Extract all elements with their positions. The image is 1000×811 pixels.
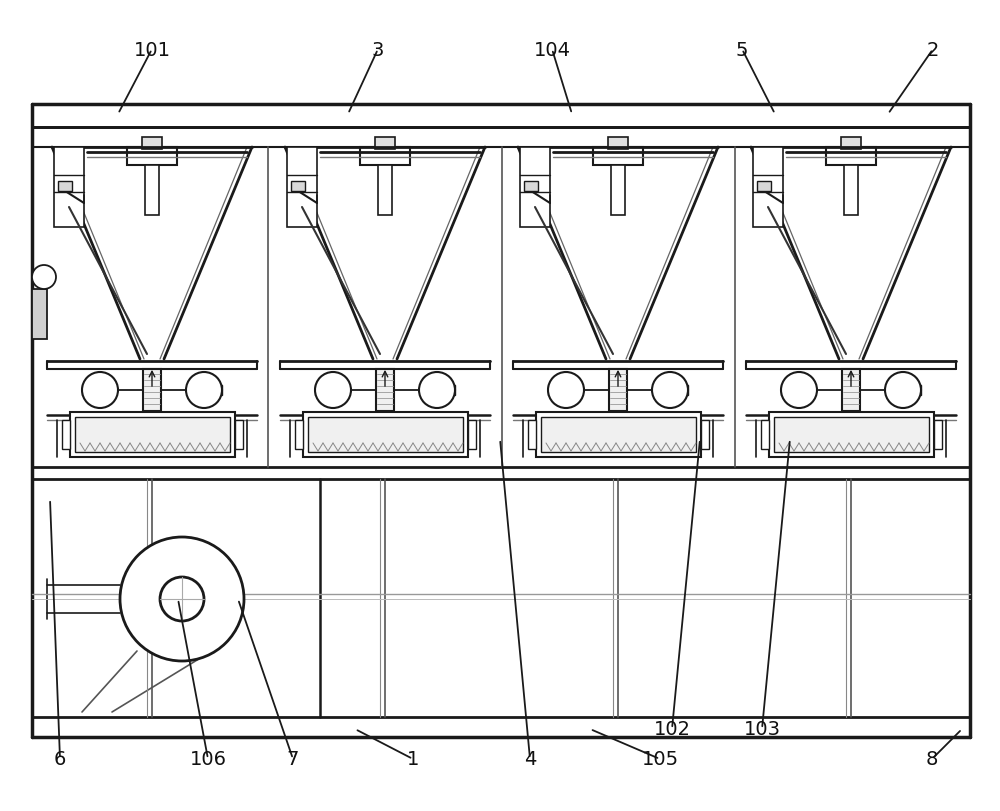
Bar <box>934 420 942 449</box>
Text: 7: 7 <box>287 749 299 769</box>
Bar <box>528 420 536 449</box>
Text: 101: 101 <box>134 41 171 59</box>
Circle shape <box>885 372 921 409</box>
Text: 102: 102 <box>654 719 690 739</box>
Bar <box>753 148 783 228</box>
Bar <box>520 148 550 228</box>
Bar <box>609 370 627 411</box>
Text: 105: 105 <box>641 749 679 769</box>
Bar <box>913 385 921 396</box>
Bar <box>375 138 395 150</box>
Bar <box>235 420 243 449</box>
Circle shape <box>120 538 244 661</box>
Bar <box>378 165 392 216</box>
Text: 2: 2 <box>927 41 939 59</box>
Circle shape <box>419 372 455 409</box>
Text: 8: 8 <box>926 749 938 769</box>
Bar <box>844 165 858 216</box>
Bar <box>295 420 303 449</box>
Bar <box>826 148 876 165</box>
Text: 5: 5 <box>736 41 748 59</box>
Bar <box>757 182 771 191</box>
Bar <box>536 413 701 457</box>
Bar <box>54 148 84 228</box>
Bar <box>291 182 305 191</box>
Bar <box>70 413 235 457</box>
Text: 103: 103 <box>744 719 780 739</box>
Bar <box>315 385 323 396</box>
Bar <box>127 148 177 165</box>
Bar <box>75 418 230 453</box>
Bar <box>376 370 394 411</box>
Bar <box>842 370 860 411</box>
Bar <box>548 385 556 396</box>
Bar <box>142 138 162 150</box>
Bar <box>287 148 317 228</box>
Circle shape <box>32 266 56 290</box>
Text: 104: 104 <box>534 41 570 59</box>
Circle shape <box>315 372 351 409</box>
Text: 106: 106 <box>190 749 227 769</box>
Bar <box>447 385 455 396</box>
Circle shape <box>652 372 688 409</box>
Bar <box>82 385 90 396</box>
Bar <box>593 148 643 165</box>
Bar <box>145 165 159 216</box>
Bar <box>701 420 709 449</box>
Circle shape <box>160 577 204 621</box>
Bar <box>774 418 929 453</box>
Text: 3: 3 <box>372 41 384 59</box>
Bar <box>468 420 476 449</box>
Text: 1: 1 <box>407 749 419 769</box>
Bar <box>608 138 628 150</box>
Text: 6: 6 <box>54 749 66 769</box>
Bar <box>214 385 222 396</box>
Bar <box>611 165 625 216</box>
Bar <box>303 413 468 457</box>
Text: 4: 4 <box>524 749 536 769</box>
Bar <box>524 182 538 191</box>
Circle shape <box>781 372 817 409</box>
Circle shape <box>82 372 118 409</box>
Bar <box>58 182 72 191</box>
Bar <box>769 413 934 457</box>
Bar <box>761 420 769 449</box>
Bar <box>308 418 463 453</box>
Bar <box>541 418 696 453</box>
Circle shape <box>548 372 584 409</box>
Bar <box>781 385 789 396</box>
Bar <box>680 385 688 396</box>
Bar <box>841 138 861 150</box>
Bar <box>32 290 47 340</box>
Bar <box>360 148 410 165</box>
Circle shape <box>186 372 222 409</box>
Bar <box>143 370 161 411</box>
Bar <box>62 420 70 449</box>
